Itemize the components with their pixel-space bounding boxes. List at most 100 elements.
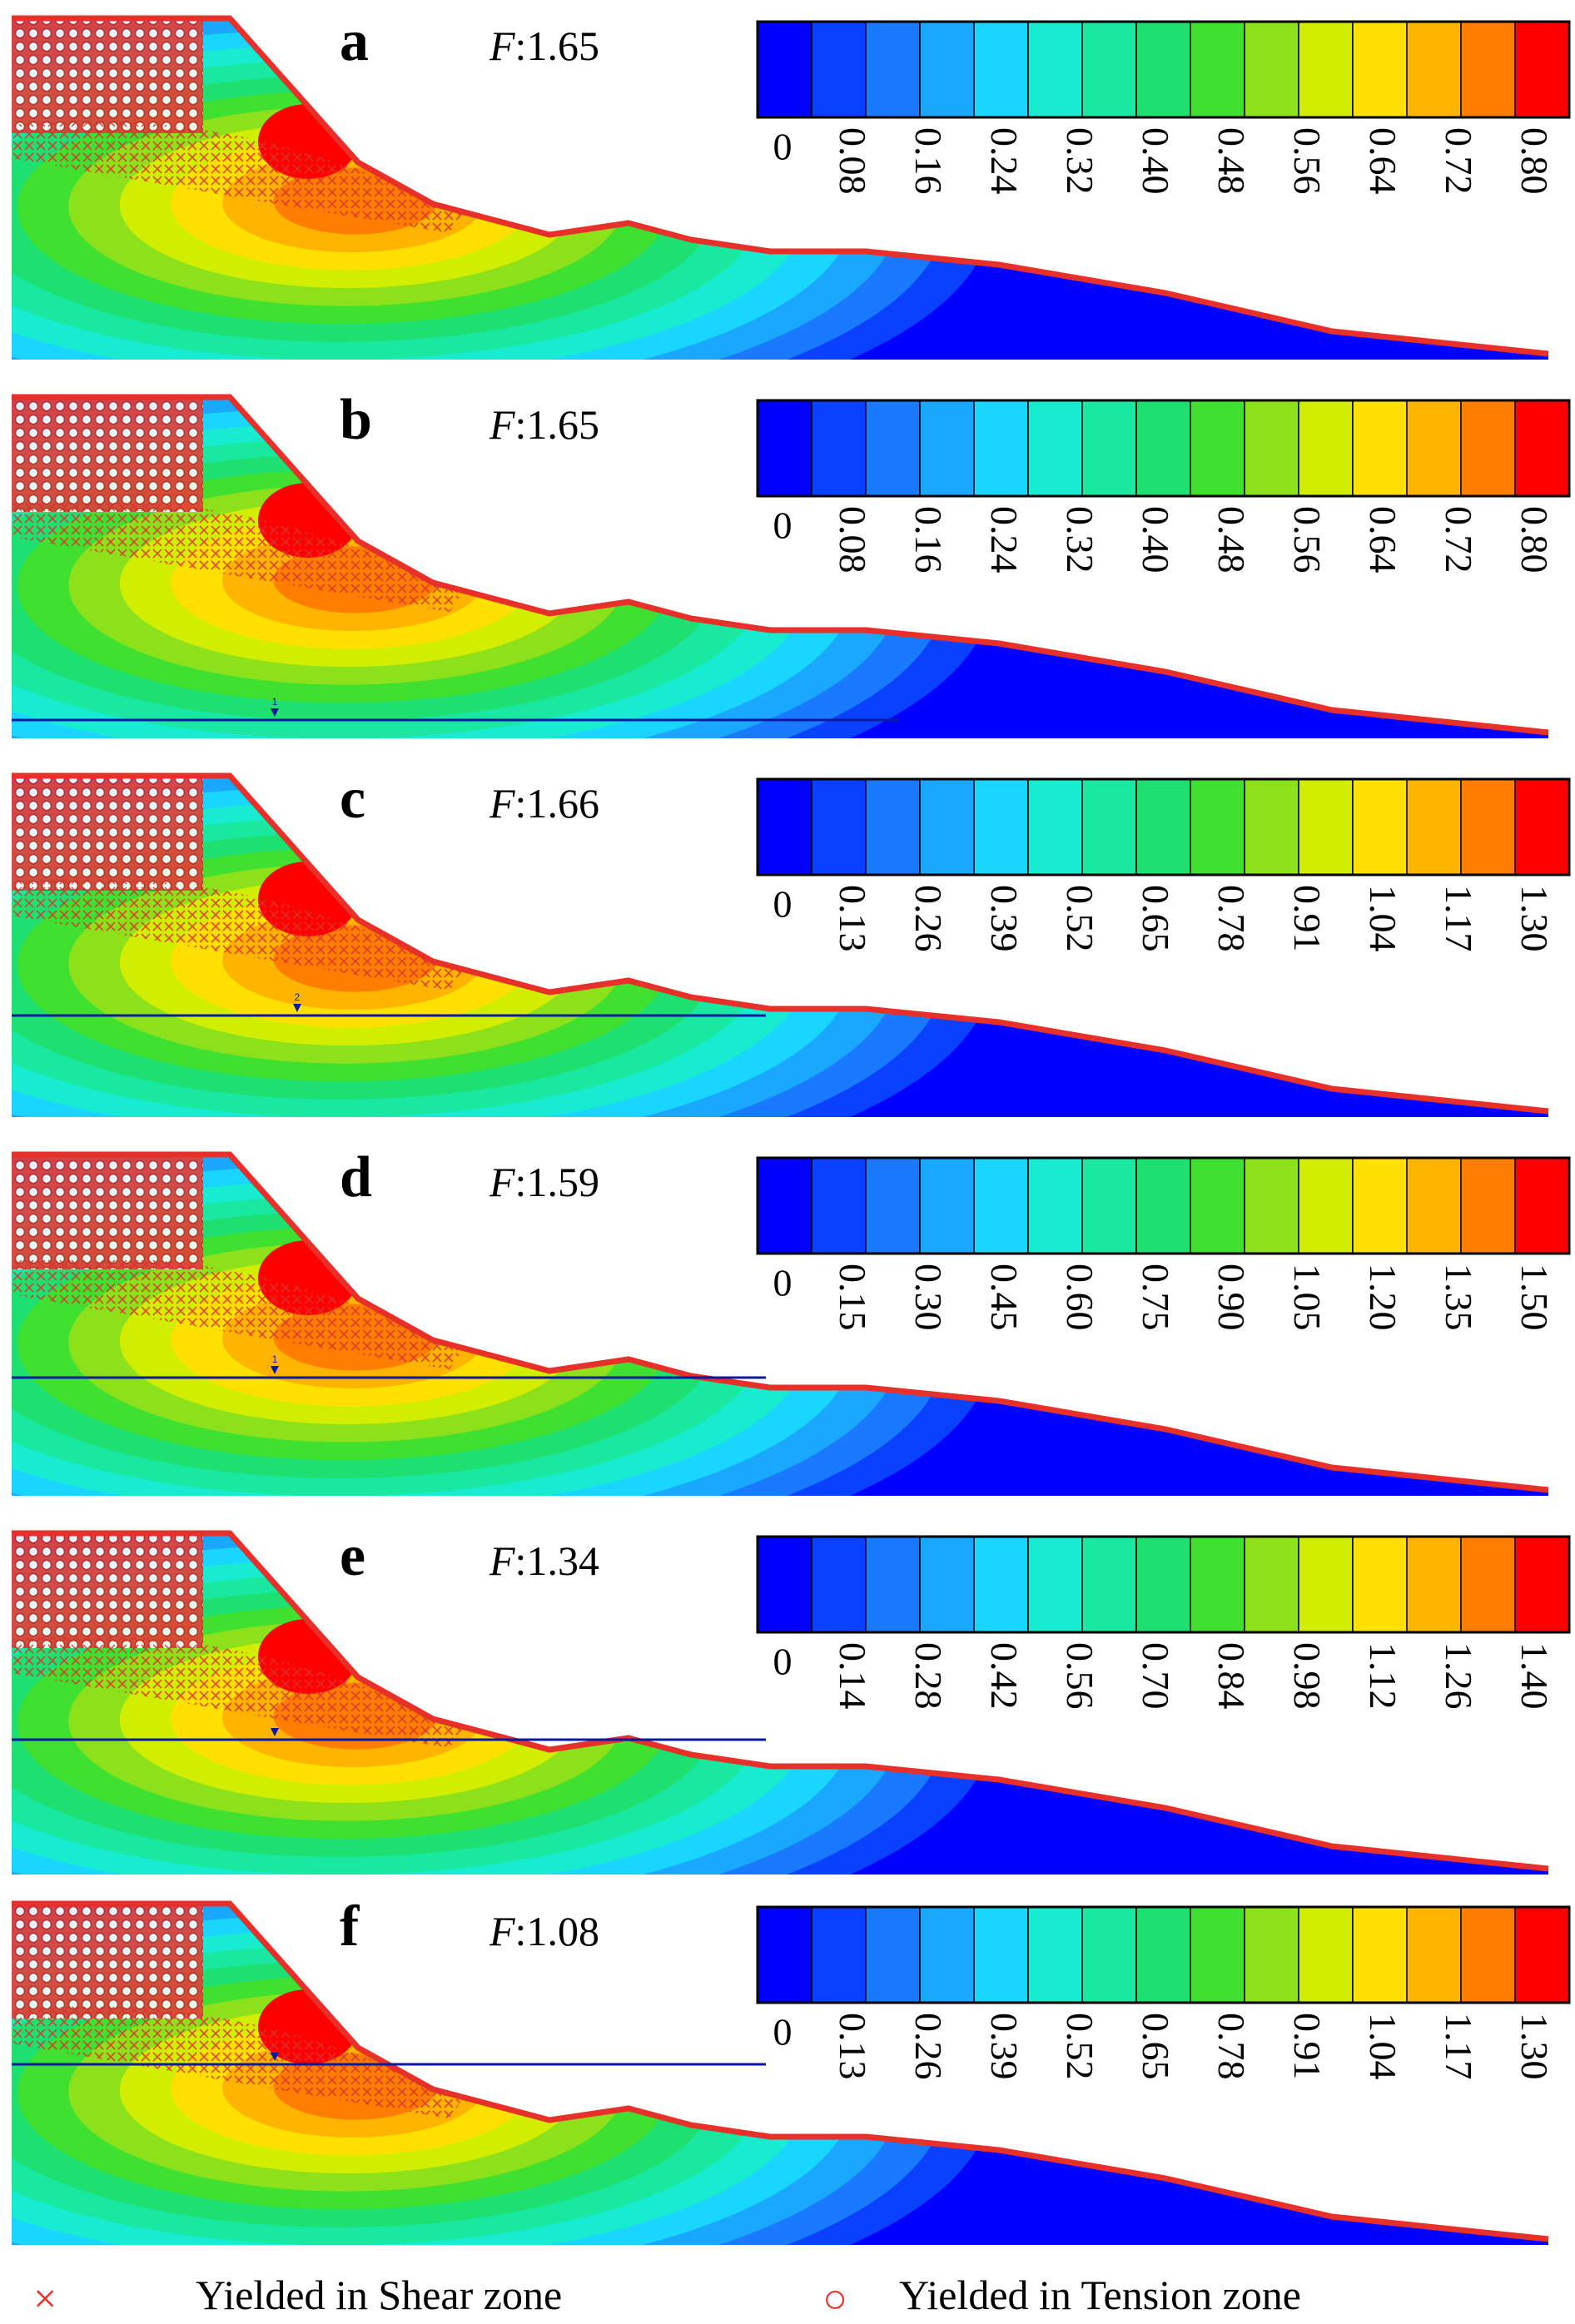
colorbar-tick-label: 0 [773,883,792,926]
water-table-marker-icon [293,1004,301,1012]
colorbar-cell [919,1157,975,1254]
colorbar-f: 0 0.13 0.26 0.39 0.52 0.65 0.78 0.91 1.04 1.17 1.3… [756,1905,1571,2080]
colorbar-cell [1135,1906,1191,2004]
colorbar-cell [1298,778,1354,876]
colorbar-cell [1190,778,1245,876]
tension-yield-zone [12,397,203,512]
colorbar-tick-label: 0.91 [1286,2013,1329,2080]
colorbar-cell [1190,400,1245,497]
safety-factor-symbol: F [489,22,515,69]
surface-yield-line [12,15,1549,357]
colorbar-tick-label: 0.64 [1362,506,1404,574]
colorbar-tick-label: 0.15 [832,1264,874,1331]
colorbar-tick-label: 1.20 [1362,1264,1404,1331]
colorbar-tick-label: 0.56 [1059,1642,1101,1710]
colorbar-cell [973,21,1029,118]
shear-yield-zone [12,878,466,991]
colorbar-tick-label: 0.08 [832,506,874,574]
colorbar-tick-label: 0.90 [1210,1264,1253,1331]
colorbar-tick-label: 0.13 [832,2013,874,2080]
colorbar-tick-label: 0.08 [832,127,874,195]
water-table-label: 1 [272,1353,278,1365]
colorbar-cell [1406,21,1462,118]
colorbar-cell [1027,778,1083,876]
colorbar-cell [1027,400,1083,497]
colorbar-cell [1081,400,1137,497]
colorbar-cell [1135,778,1191,876]
panel-b: 1 b F:1.65 0 0.08 0.16 0.24 0.32 0.40 0.48 0.56 0.6… [12,388,1571,738]
colorbar-frame [756,20,1571,119]
colorbar-tick-label: 0.16 [907,127,950,195]
colorbar-e: 0 0.14 0.28 0.42 0.56 0.70 0.84 0.98 1.12 1.26 1.4… [756,1535,1571,1710]
colorbar-tick-label: 0.72 [1438,127,1480,195]
colorbar-tick-label: 0.42 [983,1642,1026,1710]
surface-yield-line [12,394,1549,736]
colorbar-cell [1514,21,1570,118]
colorbar-tick-label: 0.40 [1135,506,1177,574]
colorbar-cell [1298,1157,1354,1254]
legend-tension-label: Yielded in Tension zone [899,2272,1301,2318]
tension-circle-icon: ○ [822,2275,848,2322]
water-table-marker-icon [271,1366,279,1374]
colorbar-cell [1460,1536,1516,1633]
colorbar-cell [1460,21,1516,118]
colorbar-cell [811,400,867,497]
tension-yield-zone [12,1155,203,1269]
water-table-marker-icon [271,708,279,717]
colorbar-cell [865,400,921,497]
colorbar-tick-label: 0.24 [983,127,1026,195]
tension-yield-zone [12,776,203,891]
colorbar-tick-label: 0.70 [1135,1642,1177,1710]
colorbar-c: 0 0.13 0.26 0.39 0.52 0.65 0.78 0.91 1.04 1.17 1.3… [756,777,1571,952]
colorbar-tick-label: 0 [773,504,792,547]
panel-c: 2 c F:1.66 0 0.13 0.26 0.39 0.52 0.65 0.78 0.91 1.0… [12,767,1571,1117]
colorbar-frame [756,1535,1571,1634]
colorbar-tick-label: 0.98 [1286,1642,1329,1710]
colorbar-cell [1352,21,1408,118]
colorbar-cell [1406,1536,1462,1633]
surface-yield-line [12,772,1549,1115]
safety-factor-symbol: F [489,1537,515,1584]
colorbar-cell [1514,1906,1570,2004]
colorbar-cell [1190,21,1245,118]
colorbar-cell [1244,1536,1299,1633]
colorbar-cell [1460,400,1516,497]
colorbar-cell [1081,778,1137,876]
colorbar-cell [811,1536,867,1633]
colorbar-cell [919,1536,975,1633]
colorbar-tick-label: 0.75 [1135,1264,1177,1331]
tension-yield-zone [12,1904,203,2019]
colorbar-cell [1514,778,1570,876]
colorbar-a: 0 0.08 0.16 0.24 0.32 0.40 0.48 0.56 0.64 0.72 0.8… [756,20,1571,195]
colorbar-cell [865,21,921,118]
safety-factor: F:1.08 [489,1908,599,1954]
colorbar-cell [1298,21,1354,118]
colorbar-tick-label: 1.50 [1513,1264,1556,1331]
colorbar-tick-label: 0.65 [1135,885,1177,952]
colorbar-cell [1352,400,1408,497]
colorbar-tick-label: 0.16 [907,506,950,574]
colorbar-cell [1081,21,1137,118]
panel-letter: f [340,1894,360,1959]
colorbar-frame [756,399,1571,498]
colorbar-cell [1190,1536,1245,1633]
colorbar-cell [865,1157,921,1254]
colorbar-cell [1027,1536,1083,1633]
colorbar-tick-label: 1.17 [1438,885,1480,952]
colorbar-cell [1514,1536,1570,1633]
colorbar-tick-label: 0.24 [983,506,1026,574]
colorbar-frame [756,1156,1571,1255]
colorbar-tick-label: 1.17 [1438,2013,1480,2080]
colorbar-cell [757,778,812,876]
colorbar-cell [1406,1906,1462,2004]
colorbar-tick-label: 0.72 [1438,506,1480,574]
colorbar-cell [1460,778,1516,876]
colorbar-tick-label: 0.32 [1059,127,1101,195]
colorbar-tick-label: 0.14 [832,1642,874,1710]
colorbar-tick-label: 0.65 [1135,2013,1177,2080]
colorbar-tick-label: 1.30 [1513,2013,1556,2080]
colorbar-cell [757,21,812,118]
colorbar-cell [1298,400,1354,497]
panel-e: e F:1.34 0 0.14 0.28 0.42 0.56 0.70 0.84 0.98 1.12… [12,1524,1571,1875]
